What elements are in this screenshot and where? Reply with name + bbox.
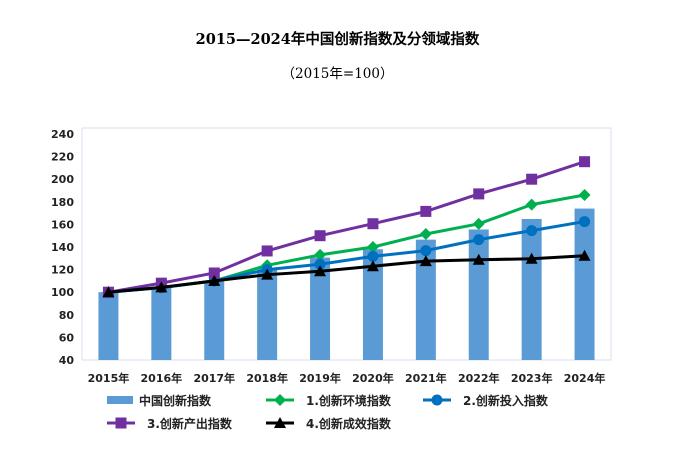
data-point <box>578 249 591 261</box>
bar <box>415 239 436 360</box>
y-tick-label: 120 <box>51 264 74 277</box>
data-point <box>261 268 274 280</box>
legend-marker <box>274 417 286 428</box>
chart-title: 2015—2024年中国创新指数及分领域指数 <box>195 31 480 48</box>
x-tick-label: 2019年 <box>299 371 341 385</box>
data-point <box>366 260 379 272</box>
y-tick-label: 240 <box>51 128 74 141</box>
data-point <box>208 267 220 279</box>
data-point <box>314 265 327 277</box>
data-point <box>525 252 538 264</box>
legend-label: 3.创新产出指数 <box>147 416 233 431</box>
x-tick-label: 2022年 <box>458 371 500 385</box>
data-point <box>472 253 485 265</box>
legend-label: 中国创新指数 <box>139 393 212 408</box>
data-point <box>419 228 432 241</box>
bar <box>98 292 119 360</box>
data-point <box>314 258 326 270</box>
x-tick-label: 2017年 <box>193 371 235 385</box>
data-point <box>366 241 379 253</box>
legend-label: 2.创新投入指数 <box>463 393 549 408</box>
plot-area <box>81 127 612 361</box>
bar <box>362 249 383 360</box>
data-point <box>208 274 221 286</box>
y-tick-label: 40 <box>59 354 75 367</box>
x-tick-label: 2015年 <box>88 371 130 385</box>
series-line <box>108 254 585 294</box>
y-tick-label: 140 <box>51 241 74 254</box>
data-point <box>472 217 485 230</box>
bar <box>257 268 278 360</box>
legend-label: 1.创新环境指数 <box>306 393 392 408</box>
x-tick-label: 2018年 <box>246 371 288 385</box>
legend-marker <box>274 394 286 406</box>
y-tick-label: 60 <box>59 331 75 344</box>
legend-swatch <box>107 396 133 404</box>
bar <box>310 257 331 360</box>
data-point <box>579 216 591 228</box>
bar <box>204 280 225 360</box>
data-point <box>102 286 115 298</box>
series-4 <box>102 249 591 298</box>
data-point <box>367 218 379 230</box>
data-point <box>578 189 591 202</box>
x-tick-label: 2021年 <box>405 371 447 385</box>
y-tick-label: 100 <box>51 286 74 299</box>
data-point <box>526 225 538 237</box>
series-line <box>108 220 585 294</box>
legend-label: 4.创新成效指数 <box>306 416 392 431</box>
legend-item: 中国创新指数 <box>107 393 212 408</box>
legend-marker <box>431 394 443 406</box>
y-tick-label: 160 <box>51 218 74 231</box>
bar <box>521 218 542 360</box>
series-3 <box>102 156 591 298</box>
legend-item: 3.创新产出指数 <box>107 416 233 431</box>
x-tick-label: 2024年 <box>564 371 606 385</box>
data-point <box>367 250 379 262</box>
series-line <box>108 193 585 294</box>
data-point <box>261 245 273 257</box>
data-point <box>420 205 432 217</box>
y-tick-label: 180 <box>51 196 74 209</box>
legend-item: 2.创新投入指数 <box>423 393 549 408</box>
series-line <box>108 160 586 294</box>
data-point <box>314 248 327 261</box>
series-0 <box>98 208 595 360</box>
data-point <box>420 245 432 257</box>
x-tick-label: 2020年 <box>352 371 394 385</box>
legend-item: 4.创新成效指数 <box>266 416 392 431</box>
y-tick-label: 200 <box>51 173 74 186</box>
y-tick-label: 220 <box>51 151 74 164</box>
data-point <box>525 198 538 211</box>
y-tick-label: 80 <box>59 309 75 322</box>
x-tick-label: 2023年 <box>511 371 553 385</box>
bar <box>574 208 595 360</box>
bar <box>151 287 172 360</box>
data-point <box>473 234 485 246</box>
x-tick-label: 2016年 <box>141 371 183 385</box>
legend-marker <box>115 417 127 429</box>
data-point <box>526 173 538 185</box>
chart-subtitle: （2015年=100） <box>281 66 394 82</box>
data-point <box>419 255 432 267</box>
bar <box>468 229 489 360</box>
data-point <box>579 156 591 168</box>
legend: 中国创新指数 1.创新环境指数 2.创新投入指数 3.创新产出指数 4.创新成效指数 <box>107 393 549 431</box>
data-point <box>314 230 326 242</box>
data-point <box>473 188 485 200</box>
legend-item: 1.创新环境指数 <box>266 393 392 408</box>
data-point <box>155 281 168 293</box>
